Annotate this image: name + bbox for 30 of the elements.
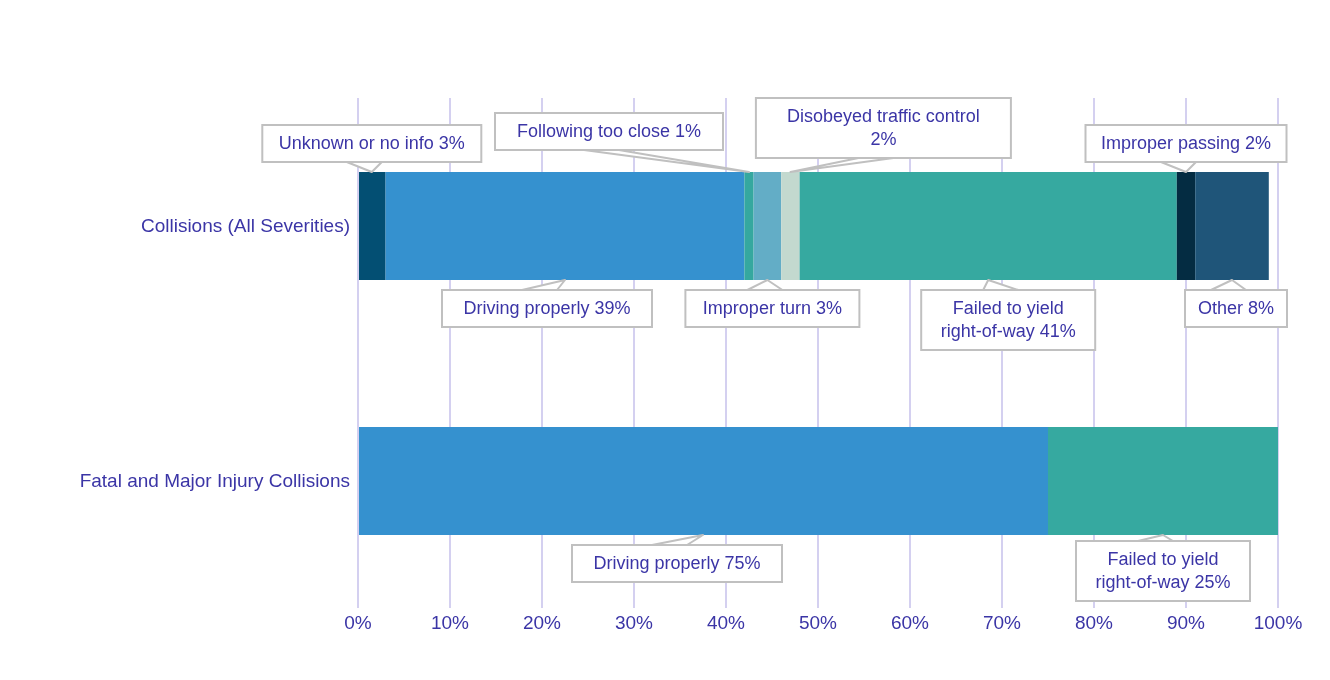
bar [781,172,800,280]
bar [799,172,1177,280]
data-label: Driving properly 75% [593,553,761,574]
data-label: Unknown or no info 3% [278,133,465,154]
x-tick-label: 40% [706,612,746,634]
data-label: Failed to yield right-of-way 25% [1095,549,1231,593]
x-tick-label: 80% [1074,612,1114,634]
bar [744,172,754,280]
data-label: Other 8% [1197,298,1275,319]
x-tick-label: 90% [1166,612,1206,634]
y-tick-label: Fatal and Major Injury Collisions [79,470,350,492]
x-tick-label: 50% [798,612,838,634]
x-tick-label: 70% [982,612,1022,634]
data-label: Driving properly 39% [463,298,631,319]
bar [1195,172,1269,280]
data-label: Disobeyed traffic control 2% [787,106,980,150]
data-label: Improper turn 3% [702,298,842,319]
x-tick-label: 60% [890,612,930,634]
x-tick-label: 100% [1253,612,1303,634]
bar [358,427,1048,535]
y-tick-label: Collisions (All Severities) [140,215,350,237]
x-tick-label: 0% [344,612,372,634]
data-label: Following too close 1% [516,121,702,142]
bar [1048,427,1278,535]
data-label: Improper passing 2% [1100,133,1272,154]
x-tick-label: 20% [522,612,562,634]
bar [385,172,745,280]
data-label: Failed to yield right-of-way 41% [940,298,1076,342]
x-tick-label: 30% [614,612,654,634]
x-tick-label: 10% [430,612,470,634]
